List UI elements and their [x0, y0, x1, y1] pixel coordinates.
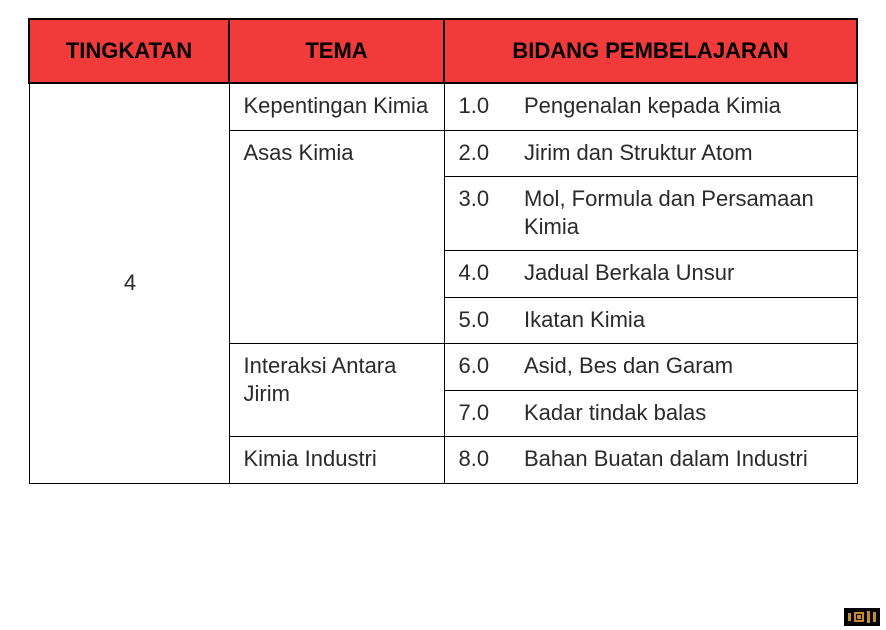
header-bidang: BIDANG PEMBELAJARAN	[444, 19, 857, 83]
theme-cell: Kimia Industri	[229, 437, 444, 484]
topic-title: Jirim dan Struktur Atom	[524, 130, 857, 177]
topic-title: Pengenalan kepada Kimia	[524, 83, 857, 130]
topic-title: Ikatan Kimia	[524, 297, 857, 344]
topic-number: 7.0	[444, 390, 524, 437]
header-tema: TEMA	[229, 19, 444, 83]
header-tingkatan: TINGKATAN	[29, 19, 229, 83]
curriculum-table: TINGKATAN TEMA BIDANG PEMBELAJARAN 4 Kep…	[28, 18, 858, 484]
topic-title: Asid, Bes dan Garam	[524, 344, 857, 391]
topic-number: 1.0	[444, 83, 524, 130]
page: TINGKATAN TEMA BIDANG PEMBELAJARAN 4 Kep…	[0, 0, 886, 630]
header-row: TINGKATAN TEMA BIDANG PEMBELAJARAN	[29, 19, 857, 83]
topic-number: 2.0	[444, 130, 524, 177]
level-cell: 4	[29, 83, 229, 483]
topic-number: 4.0	[444, 251, 524, 298]
topic-number: 8.0	[444, 437, 524, 484]
theme-cell: Asas Kimia	[229, 130, 444, 344]
theme-cell: Interaksi Antara Jirim	[229, 344, 444, 437]
topic-title: Jadual Berkala Unsur	[524, 251, 857, 298]
topic-number: 3.0	[444, 177, 524, 251]
topic-title: Mol, Formula dan Persamaan Kimia	[524, 177, 857, 251]
topic-number: 6.0	[444, 344, 524, 391]
topic-title: Kadar tindak balas	[524, 390, 857, 437]
topic-number: 5.0	[444, 297, 524, 344]
theme-cell: Kepentingan Kimia	[229, 83, 444, 130]
topic-title: Bahan Buatan dalam Industri	[524, 437, 857, 484]
watermark-icon	[844, 608, 880, 626]
table-row: 4 Kepentingan Kimia 1.0 Pengenalan kepad…	[29, 83, 857, 130]
